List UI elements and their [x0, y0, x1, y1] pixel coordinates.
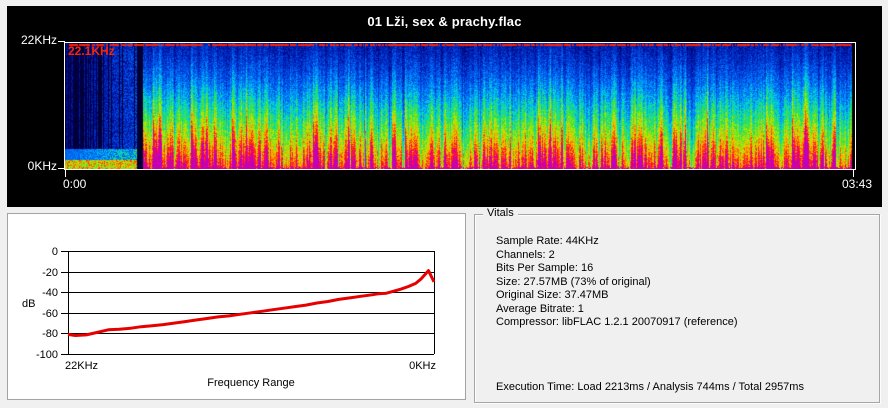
freq-axis-bottom-tick: [58, 168, 65, 169]
frequency-response-line: [67, 269, 436, 337]
freq-axis-top-label: 22KHz: [20, 33, 57, 47]
y-tick-label: -100: [35, 348, 58, 361]
vitals-line: Sample Rate: 44KHz: [496, 235, 599, 247]
frequency-chart-panel: dB 22KHz 0KHz Frequency Range 0 -20 -40 -60…: [7, 213, 466, 400]
execution-time-text: Execution Time: Load 2213ms / Analysis 7…: [496, 381, 804, 393]
time-axis-start-tick: [65, 170, 66, 177]
freq-axis-top-tick: [58, 41, 65, 42]
y-tick-label: -40: [42, 286, 58, 299]
time-end-label: 03:43: [841, 177, 872, 191]
cutoff-frequency-label: 22.1KHz: [68, 44, 115, 58]
y-tick-label: -80: [42, 327, 58, 340]
frequency-chart-svg: [61, 251, 436, 355]
y-tick-label: 0: [51, 245, 58, 258]
time-axis-end-tick: [853, 170, 854, 177]
spectrogram-panel: 01 Lži, sex & prachy.flac 22KHz 0KHz 22.…: [7, 6, 882, 207]
spectrogram-plot: 22.1KHz: [64, 42, 856, 170]
vitals-line: Size: 27.57MB (73% of original): [496, 275, 651, 288]
spectrogram-canvas: [65, 43, 855, 169]
vitals-info-list: Sample Rate: 44KHz Channels: 2 Bits Per Sa…: [496, 235, 738, 330]
y-tick-label: -60: [42, 307, 58, 320]
y-tick-label: -20: [42, 266, 58, 279]
track-title: 01 Lži, sex & prachy.flac: [367, 14, 522, 29]
vitals-line: Channels: 2: [496, 248, 555, 261]
x-tick-label-right: 0KHz: [409, 360, 436, 372]
vitals-line: Bits Per Sample: 16: [496, 262, 594, 274]
vitals-line: Original Size: 37.47MB: [496, 289, 609, 301]
vitals-line: Compressor: libFLAC 1.2.1 20070917 (refe…: [496, 316, 738, 328]
y-axis-title: dB: [22, 298, 36, 310]
x-axis-title: Frequency Range: [207, 377, 295, 389]
freq-axis-bottom-label: 0KHz: [27, 159, 57, 173]
vitals-groupbox-title: Vitals: [483, 207, 518, 219]
time-start-label: 0:00: [63, 177, 87, 191]
vitals-groupbox: Vitals Sample Rate: 44KHz Channels: 2 Bits…: [474, 207, 880, 403]
vitals-line: Average Bitrate: 1: [496, 302, 584, 315]
x-tick-label-left: 22KHz: [65, 360, 99, 372]
